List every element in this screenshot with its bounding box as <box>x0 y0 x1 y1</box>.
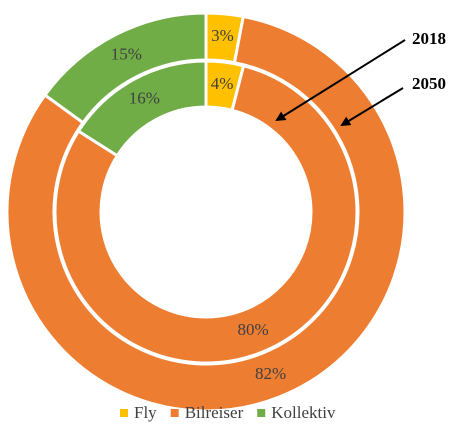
legend-label: Fly <box>134 403 157 422</box>
arrow <box>340 87 404 127</box>
donut-segment <box>5 14 407 413</box>
annotation: 2050 <box>412 74 446 93</box>
annotation: 2018 <box>412 29 446 48</box>
data-label: 4% <box>211 74 234 93</box>
rings <box>5 11 407 413</box>
donut-segment <box>42 11 208 125</box>
data-label: 15% <box>111 45 142 64</box>
data-label: 3% <box>211 26 234 45</box>
data-label: 82% <box>255 364 286 383</box>
legend-swatch <box>257 409 266 417</box>
legend: Fly Bilreiser Kollektiv <box>120 403 336 422</box>
data-label: 80% <box>238 320 269 339</box>
legend-swatch <box>120 409 128 417</box>
legend-label: Kollektiv <box>271 403 336 422</box>
legend-swatch <box>170 409 179 417</box>
arrow <box>275 39 406 122</box>
legend-label: Bilreiser <box>185 403 244 422</box>
data-label: 16% <box>129 89 160 108</box>
